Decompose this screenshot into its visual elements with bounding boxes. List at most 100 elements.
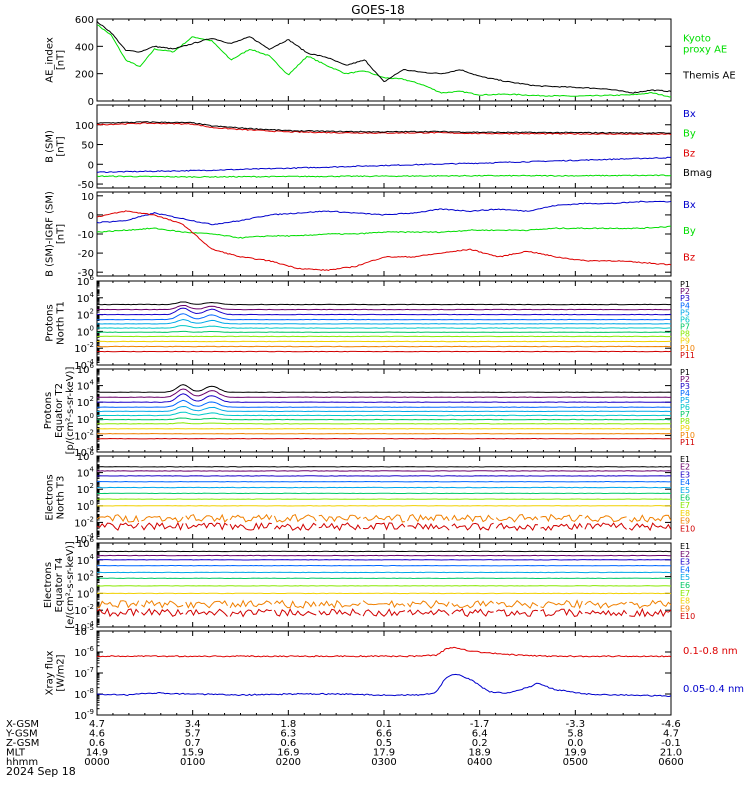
y-tick-label: 102 <box>77 570 94 584</box>
channel-line-e10 <box>629 607 671 618</box>
channel-legend-e10: E10 <box>680 524 695 533</box>
channel-line-e6 <box>97 492 671 495</box>
channel-line-e9 <box>97 514 140 523</box>
y-tick-label: -10 <box>78 230 94 241</box>
y-axis-label: Protons <box>43 392 54 429</box>
channel-line-e10 <box>451 608 494 617</box>
channel-legend-p7: P7 <box>680 410 690 419</box>
channel-legend-e8: E8 <box>680 509 690 518</box>
y-tick-label: 10-2 <box>74 515 94 529</box>
channel-line-e10 <box>141 608 184 617</box>
y-tick-label: 100 <box>77 324 94 338</box>
channel-legend-e1: E1 <box>680 455 690 464</box>
channel-line-p3 <box>97 393 671 403</box>
channel-line-e10 <box>185 608 228 617</box>
channel-legend-e3: E3 <box>680 558 690 567</box>
channel-legend-e9: E9 <box>680 517 690 526</box>
channel-legend-p6: P6 <box>680 315 690 324</box>
y-axis-label: [e/(cm²-s-sr-keV)] <box>65 541 76 629</box>
legend-entry: Bz <box>683 148 695 159</box>
axis-row-value: 1.8 <box>280 719 296 730</box>
y-tick-label: 10-6 <box>74 645 94 659</box>
channel-line-e10 <box>140 521 184 531</box>
panel-xray: 10-9 10-8 10-7 10-6 10-5 Xray flux [W/m2] 0.1-0… <box>45 624 745 722</box>
channel-line-e9 <box>540 513 583 523</box>
series-line-0-05-0-4-nm <box>97 673 671 698</box>
channel-legend-e2: E2 <box>680 550 690 559</box>
legend-entry: Bz <box>683 252 695 263</box>
channel-line-e9 <box>141 599 184 609</box>
axis-row-value: -1.7 <box>470 719 490 730</box>
y-tick-label: 50 <box>81 141 94 152</box>
channel-line-p4 <box>97 399 671 408</box>
y-tick-label: 10-7 <box>74 666 94 680</box>
channel-line-e10 <box>318 608 361 617</box>
channel-legend-p11: P11 <box>680 438 695 447</box>
channel-line-p2 <box>97 305 671 311</box>
y-axis-label: Xray flux <box>45 651 56 696</box>
y-tick-label: 104 <box>77 379 95 393</box>
y-tick-label: 106 <box>77 536 95 550</box>
legend-entry: Bmag <box>683 168 712 179</box>
channel-legend-e10: E10 <box>680 612 695 621</box>
legend-entry: proxy AE <box>683 44 727 55</box>
channel-line-p1 <box>97 301 671 306</box>
y-tick-label: 104 <box>77 291 95 305</box>
y-axis-label: [nT] <box>56 136 67 156</box>
y-tick-label: -20 <box>78 249 94 260</box>
channel-line-e9 <box>318 599 361 609</box>
y-tick-label: 10-8 <box>74 687 94 701</box>
axis-row-value: 0.7 <box>185 738 201 749</box>
channel-legend-p8: P8 <box>680 417 690 426</box>
channel-legend-e6: E6 <box>680 494 690 503</box>
channel-line-e9 <box>495 513 539 523</box>
y-tick-label: 10 <box>81 192 94 203</box>
channel-line-e10 <box>229 608 272 618</box>
channel-line-p6 <box>97 411 671 417</box>
axis-row-value: 16.9 <box>277 748 299 759</box>
axis-row-value: 6.6 <box>376 729 392 740</box>
y-tick-label: 100 <box>75 121 94 132</box>
series-line-bx <box>97 200 671 226</box>
y-tick-label: 100 <box>77 499 94 513</box>
channel-legend-e7: E7 <box>680 589 690 598</box>
channel-line-e10 <box>629 522 671 532</box>
channel-legend-p5: P5 <box>680 308 690 317</box>
channel-line-p7 <box>97 417 671 421</box>
axis-row-value: 17.9 <box>373 748 395 759</box>
channel-legend-p9: P9 <box>680 337 690 346</box>
channel-line-e9 <box>584 515 627 523</box>
channel-line-e9 <box>362 599 406 609</box>
channel-line-e10 <box>407 522 450 531</box>
y-tick-label: 0 <box>88 160 94 171</box>
channel-line-p4 <box>97 313 671 321</box>
axis-row-value: 0000 <box>84 757 109 768</box>
channel-line-e10 <box>273 608 317 617</box>
axis-row-value: 0300 <box>371 757 396 768</box>
channel-legend-e6: E6 <box>680 581 690 590</box>
channel-line-p8 <box>97 422 671 425</box>
y-tick-label: 106 <box>77 274 95 288</box>
axis-row-value: 6.4 <box>472 729 488 740</box>
channel-line-e10 <box>540 522 583 531</box>
channel-legend-p2: P2 <box>680 287 690 296</box>
channel-line-e10 <box>540 608 583 617</box>
axis-row-label: Y-GSM <box>5 729 38 740</box>
plot-area <box>97 121 671 178</box>
channel-line-p3 <box>97 307 671 316</box>
legend-entry: 0.05-0.4 nm <box>683 684 744 695</box>
channel-legend-e3: E3 <box>680 470 690 479</box>
plot-area <box>97 200 671 272</box>
time-axis-table: X-GSM 4.7 3.4 1.8 0.1 -1.7 -3.3 -4.6 Y-GSM 4.6 5.7… <box>5 719 684 768</box>
channel-line-p5 <box>97 405 671 413</box>
legend-entry: Bx <box>683 200 696 211</box>
channel-line-e9 <box>141 515 184 523</box>
legend-entry: Themis AE <box>682 71 736 82</box>
series-line-by <box>97 225 671 239</box>
channel-legend-p1: P1 <box>680 280 690 289</box>
plot-area <box>97 20 671 98</box>
y-tick-label: 200 <box>75 70 94 81</box>
y-tick-label: 10-5 <box>74 624 94 638</box>
